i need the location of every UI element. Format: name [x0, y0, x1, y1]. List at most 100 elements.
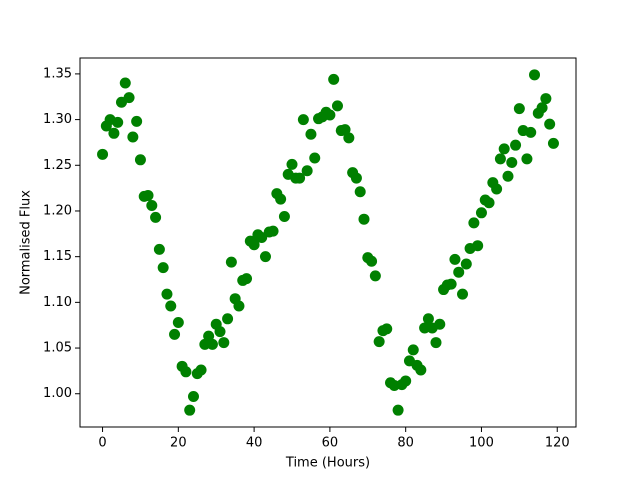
data-point	[203, 330, 215, 342]
data-point	[449, 253, 461, 265]
data-point	[358, 213, 370, 225]
data-point	[305, 128, 317, 140]
y-tick-label: 1.35	[43, 66, 72, 81]
data-point	[498, 143, 510, 155]
data-point	[123, 92, 135, 104]
data-point	[483, 197, 495, 209]
x-tick-label: 120	[545, 436, 570, 451]
data-point	[256, 231, 268, 243]
y-tick-label: 1.10	[43, 295, 72, 310]
data-point	[415, 364, 427, 376]
data-point	[108, 127, 120, 139]
x-tick-label: 40	[246, 436, 263, 451]
data-point	[475, 207, 487, 219]
y-tick-label: 1.25	[43, 158, 72, 173]
data-point	[460, 258, 472, 270]
data-point	[343, 132, 355, 144]
data-point	[430, 337, 442, 349]
data-point	[199, 338, 211, 350]
data-point	[339, 124, 351, 136]
data-point	[184, 404, 196, 416]
plot-frame	[79, 57, 577, 428]
data-point	[350, 172, 362, 184]
y-axis-label: Normalised Flux	[19, 190, 34, 295]
data-point	[97, 148, 109, 160]
data-point	[513, 103, 525, 115]
data-point	[381, 323, 393, 335]
data-point	[407, 344, 419, 356]
data-point	[544, 118, 556, 130]
data-point	[119, 77, 131, 89]
data-point	[457, 288, 469, 300]
data-point	[142, 189, 154, 201]
data-point	[445, 278, 457, 290]
data-point	[214, 326, 226, 338]
x-tick-label: 20	[170, 436, 187, 451]
data-point	[494, 153, 506, 165]
data-point	[468, 217, 480, 229]
data-point	[331, 100, 343, 112]
data-point	[373, 336, 385, 348]
y-tick-label: 1.20	[43, 203, 72, 218]
data-point	[241, 273, 253, 285]
data-point	[259, 251, 271, 263]
data-point	[510, 139, 522, 151]
data-point	[392, 404, 404, 416]
data-point	[369, 270, 381, 282]
x-tick-label: 60	[322, 436, 339, 451]
data-point	[453, 266, 465, 278]
data-point	[286, 158, 298, 170]
data-point	[222, 313, 234, 325]
data-point	[366, 255, 378, 267]
data-point	[294, 172, 306, 184]
data-point	[172, 316, 184, 328]
data-point	[472, 240, 484, 252]
data-point	[157, 262, 169, 274]
x-tick-label: 0	[98, 436, 106, 451]
data-point	[536, 102, 548, 114]
data-point	[354, 186, 366, 198]
data-point	[547, 137, 559, 149]
data-point	[218, 337, 230, 349]
data-point	[233, 300, 245, 312]
data-point	[267, 225, 279, 237]
data-point	[491, 183, 503, 195]
data-point	[297, 114, 309, 126]
data-point	[127, 131, 139, 143]
data-point	[134, 154, 146, 166]
data-point	[225, 256, 237, 268]
data-point	[195, 364, 207, 376]
data-point	[324, 109, 336, 121]
data-point	[278, 210, 290, 222]
data-point	[187, 390, 199, 402]
x-axis-label: Time (Hours)	[285, 456, 370, 471]
data-point	[525, 126, 537, 138]
data-point	[422, 313, 434, 325]
y-tick-label: 1.00	[43, 386, 72, 401]
data-point	[169, 328, 181, 340]
data-point	[180, 366, 192, 378]
data-point	[131, 115, 143, 127]
data-point	[153, 243, 165, 255]
data-point	[146, 199, 158, 211]
x-tick-label: 80	[397, 436, 414, 451]
data-point	[502, 170, 514, 182]
data-point	[248, 239, 260, 251]
data-point	[275, 193, 287, 205]
data-point	[161, 288, 173, 300]
data-point	[150, 211, 162, 223]
data-point	[328, 73, 340, 85]
data-point	[529, 69, 541, 81]
data-point	[434, 318, 446, 330]
data-point	[521, 153, 533, 165]
data-point	[112, 116, 124, 128]
y-tick-label: 1.30	[43, 112, 72, 127]
data-point	[301, 165, 313, 177]
data-point	[400, 375, 412, 387]
data-point	[419, 322, 431, 334]
data-point	[165, 300, 177, 312]
y-tick-label: 1.05	[43, 341, 72, 356]
data-point	[309, 152, 321, 164]
